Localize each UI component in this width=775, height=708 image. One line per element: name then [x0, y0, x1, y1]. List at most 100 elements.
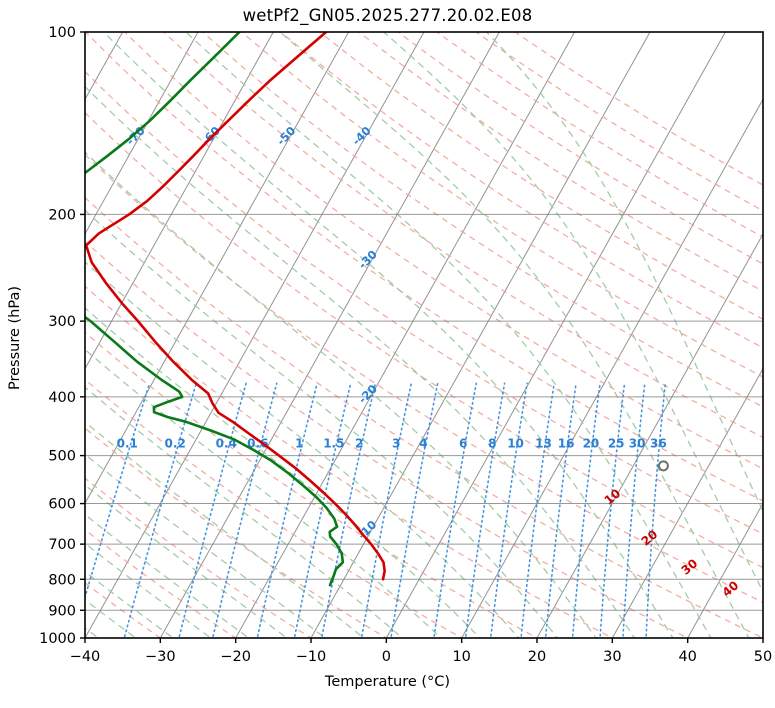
- mixing-ratio-line: [645, 382, 667, 638]
- mixing-ratio-line: [360, 382, 413, 638]
- dry-adiabat: [85, 70, 763, 535]
- mixing-ratio-label: 20: [583, 437, 600, 451]
- mixing-ratio-line: [390, 382, 439, 638]
- isotherm-line: [536, 232, 763, 638]
- x-tick-label: −30: [145, 649, 176, 665]
- y-tick-label: 200: [48, 207, 76, 223]
- mixing-ratio-line: [293, 382, 352, 638]
- pressure-gridlines: [85, 31, 763, 639]
- lcl-marker: [657, 460, 669, 472]
- y-tick-label: 300: [48, 314, 76, 330]
- y-tick-label: 500: [48, 449, 76, 465]
- moist-adiabat: [279, 32, 750, 638]
- mixing-ratio-lines: [85, 382, 667, 638]
- mixing-ratio-label: 0.6: [247, 437, 268, 451]
- moist-adiabat: [85, 209, 559, 638]
- dry-adiabat: [240, 32, 763, 378]
- moist-adiabat: [85, 421, 365, 638]
- mixing-ratio-line: [464, 382, 506, 638]
- x-tick-label: −40: [70, 649, 101, 665]
- moist-adiabat: [85, 484, 288, 638]
- x-tick-label: −20: [220, 649, 251, 665]
- x-tick-label: 0: [382, 649, 391, 665]
- plot-frame: [84, 31, 764, 639]
- mixing-ratio-line: [320, 382, 377, 638]
- isotherm-line: [85, 32, 350, 505]
- mixing-ratio-label: 10: [507, 437, 524, 451]
- dry-adiabat: [85, 285, 614, 638]
- mixing-ratio-label: 1.5: [323, 437, 344, 451]
- dry-adiabat: [85, 196, 763, 638]
- profile-dewpoint: [85, 32, 345, 587]
- moist-adiabat: [184, 32, 712, 638]
- parcel-marker: [657, 460, 669, 472]
- mixing-ratio-line: [256, 382, 318, 638]
- mixing-ratio-label: 6: [459, 437, 467, 451]
- mixing-ratio-label: 0.2: [165, 437, 186, 451]
- y-tick-label: 1000: [39, 631, 76, 647]
- x-axis-label: Temperature (°C): [324, 674, 451, 690]
- dry-adiabat: [85, 477, 313, 638]
- x-tick-label: 10: [452, 649, 470, 665]
- isotherm-line: [159, 32, 500, 638]
- mixing-ratio-line: [520, 382, 555, 638]
- mixing-ratio-label: 36: [650, 437, 667, 451]
- mixing-ratio-label: 1: [295, 437, 303, 451]
- mixing-ratio-label: 0.4: [216, 437, 237, 451]
- y-tick-label: 100: [48, 25, 76, 41]
- dry-adiabat: [85, 331, 539, 638]
- mixing-ratio-line: [178, 382, 247, 638]
- isotherm-line: [385, 32, 726, 638]
- x-tick-label: 20: [528, 649, 546, 665]
- mixing-ratio-line: [622, 382, 646, 638]
- y-tick-label: 700: [48, 537, 76, 553]
- y-tick-label: 900: [48, 603, 76, 619]
- mixing-ratio-line: [85, 382, 151, 600]
- mixing-ratio-line: [599, 382, 626, 638]
- dry-adiabat: [201, 32, 763, 408]
- dry-adiabat: [162, 32, 763, 439]
- sounding-profiles: [85, 32, 386, 587]
- moist-adiabat: [85, 85, 636, 638]
- y-axis-ticks: 100 200 300 400 500 600 700 800 900 1000: [39, 25, 85, 647]
- page-title: wetPf2_GN05.2025.277.20.02.E08: [242, 6, 533, 25]
- dry-adiabat: [85, 528, 237, 638]
- x-tick-label: 50: [754, 649, 772, 665]
- x-tick-label: 30: [603, 649, 621, 665]
- mixing-ratio-line: [211, 382, 278, 638]
- isotherm-line: [762, 636, 763, 638]
- dry-adiabat-lines: [85, 32, 763, 638]
- isotherm-line: [0, 32, 47, 638]
- moist-adiabat: [85, 453, 327, 638]
- y-tick-label: 600: [48, 497, 76, 513]
- moist-adiabat: [85, 151, 597, 638]
- isotherm-line: [235, 32, 576, 638]
- dry-adiabat: [85, 378, 463, 638]
- x-tick-label: −10: [296, 649, 327, 665]
- isotherm-line: [611, 367, 763, 638]
- y-tick-label: 400: [48, 390, 76, 406]
- mixing-ratio-label: 8: [488, 437, 496, 451]
- moist-adiabat: [85, 348, 443, 638]
- isotherm-line: [687, 502, 763, 638]
- isotherm-line: [310, 32, 651, 638]
- moist-adiabat: [485, 32, 763, 513]
- mixing-ratio-label: 16: [558, 437, 575, 451]
- mixing-ratio-label: 13: [535, 437, 552, 451]
- mixing-ratio-label: 30: [629, 437, 646, 451]
- axes-frame: [84, 31, 764, 639]
- mixing-ratio-line: [544, 382, 577, 638]
- dry-adiabat: [85, 32, 763, 502]
- y-tick-label: 800: [48, 572, 76, 588]
- isotherm-line: [85, 32, 199, 236]
- mixing-ratio-labels: 0.1 0.2 0.4 0.6 1 1.5 2 3 4 6 8 10 13 16 20 25 30 36: [117, 437, 667, 451]
- mixing-ratio-label: 4: [419, 437, 427, 451]
- moist-adiabat: [102, 32, 674, 638]
- mixing-ratio-label: 0.1: [117, 437, 138, 451]
- profile-temperature: [85, 32, 386, 581]
- mixing-ratio-line: [433, 382, 478, 638]
- dry-adiabat: [123, 32, 763, 470]
- mixing-ratio-line: [571, 382, 601, 638]
